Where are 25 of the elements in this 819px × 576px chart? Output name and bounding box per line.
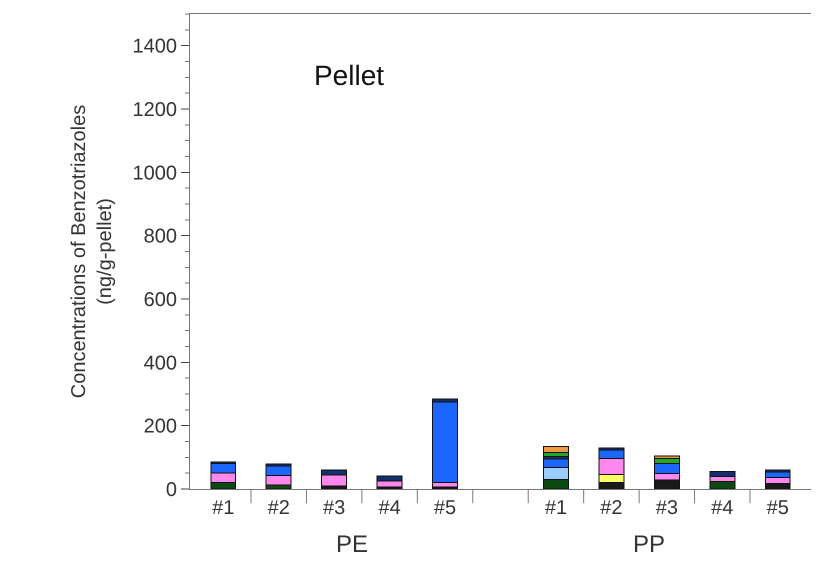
x-tick-label: #4: [378, 497, 401, 519]
bar: [709, 481, 736, 489]
x-tick-label: #1: [212, 497, 234, 519]
x-tick-label: #4: [711, 497, 734, 519]
x-tick-label: #3: [323, 497, 346, 519]
x-tick-label: #3: [656, 497, 678, 519]
y-axis-title: Concentrations of Benzotriazoles (ng/g-pellet): [68, 104, 116, 398]
y-tick-label: 1200: [132, 99, 177, 121]
text: PE: [336, 531, 368, 558]
bar: [432, 401, 458, 484]
x-tick-label: #5: [766, 497, 789, 519]
y-tick-label: 1000: [132, 162, 177, 184]
bar: [542, 446, 569, 454]
x-tick-label: #1: [544, 497, 568, 519]
y-tick-label: 0: [166, 479, 177, 501]
x-tick-label: #2: [268, 497, 290, 519]
x-tick-label: #5: [434, 497, 456, 519]
annotation: Pellet: [314, 60, 384, 91]
x-tick-label: #2: [600, 497, 623, 519]
y-tick-label: 400: [144, 352, 177, 374]
y-tick-label: 1400: [132, 36, 177, 58]
y-tick-label: 200: [144, 416, 177, 438]
y-tick-label: 600: [144, 289, 177, 311]
text: PP: [633, 531, 666, 558]
y-tick-label: 800: [144, 226, 177, 248]
